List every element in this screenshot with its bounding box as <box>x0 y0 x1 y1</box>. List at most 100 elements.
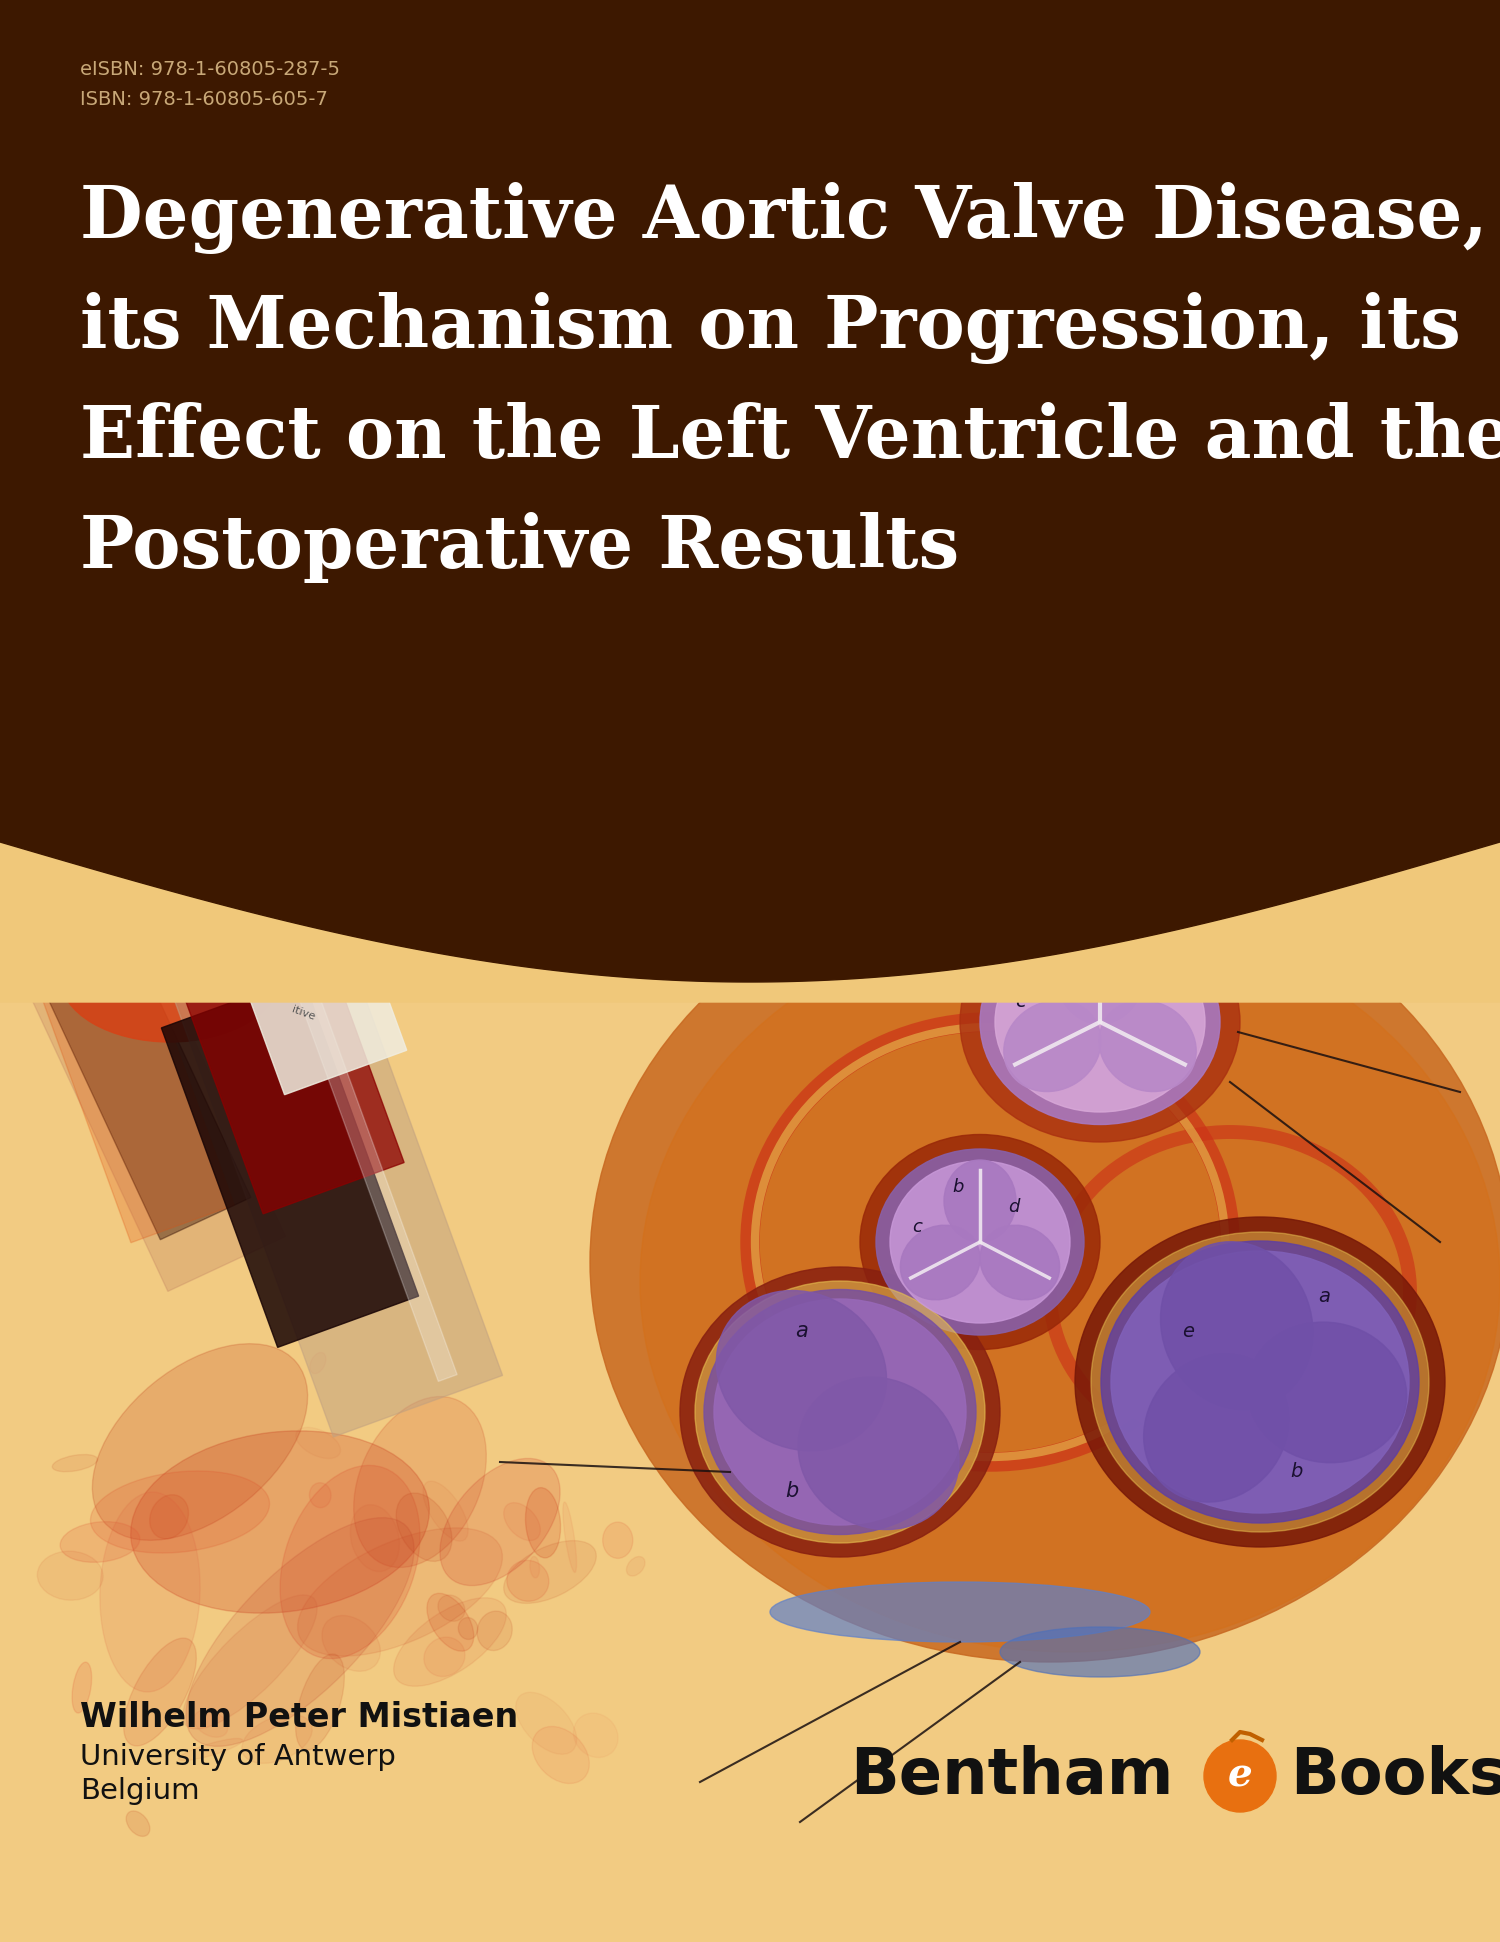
Ellipse shape <box>504 1540 597 1604</box>
Text: Degenerative Aortic Valve Disease,: Degenerative Aortic Valve Disease, <box>80 183 1488 254</box>
Ellipse shape <box>859 1134 1100 1350</box>
Bar <box>0 843 1500 1942</box>
Ellipse shape <box>194 1709 228 1738</box>
Ellipse shape <box>1056 924 1144 1023</box>
Ellipse shape <box>1090 1231 1430 1532</box>
Text: d: d <box>1144 952 1158 971</box>
Ellipse shape <box>100 1491 200 1691</box>
Ellipse shape <box>186 1517 414 1746</box>
Ellipse shape <box>944 1159 1016 1243</box>
Ellipse shape <box>351 1505 399 1571</box>
Ellipse shape <box>459 1618 477 1639</box>
Text: a: a <box>1318 1288 1330 1307</box>
Text: Wilhelm Peter Mistiaen: Wilhelm Peter Mistiaen <box>80 1701 519 1734</box>
Polygon shape <box>0 0 1500 983</box>
Ellipse shape <box>427 1592 474 1651</box>
Ellipse shape <box>38 1552 104 1600</box>
Bar <box>0 1701 1500 1942</box>
Ellipse shape <box>354 1396 486 1567</box>
Text: e: e <box>1182 1323 1194 1342</box>
Text: its Mechanism on Progression, its: its Mechanism on Progression, its <box>80 291 1461 363</box>
Ellipse shape <box>477 1612 512 1651</box>
Ellipse shape <box>93 1344 308 1540</box>
Ellipse shape <box>680 1266 1000 1557</box>
Polygon shape <box>162 977 419 1348</box>
Text: b: b <box>952 1179 963 1196</box>
Ellipse shape <box>1004 1000 1101 1091</box>
Ellipse shape <box>150 1495 189 1538</box>
Ellipse shape <box>60 913 280 1043</box>
Ellipse shape <box>423 1482 468 1542</box>
Text: b: b <box>1290 1462 1302 1482</box>
Text: itive: itive <box>290 1004 316 1021</box>
Text: University of Antwerp: University of Antwerp <box>80 1744 396 1771</box>
Text: a: a <box>1024 942 1036 961</box>
Ellipse shape <box>322 1616 381 1672</box>
Ellipse shape <box>603 1523 633 1557</box>
Polygon shape <box>186 950 404 1214</box>
Text: e: e <box>1227 1756 1252 1794</box>
Polygon shape <box>98 726 502 1437</box>
Ellipse shape <box>1204 1740 1276 1812</box>
Ellipse shape <box>704 1289 976 1534</box>
Text: ISBN: 978-1-60805-605-7: ISBN: 978-1-60805-605-7 <box>80 89 328 109</box>
Ellipse shape <box>876 1150 1084 1334</box>
Ellipse shape <box>424 1637 465 1676</box>
Ellipse shape <box>980 919 1220 1124</box>
Ellipse shape <box>297 1528 502 1657</box>
Ellipse shape <box>640 913 1500 1653</box>
Ellipse shape <box>130 1431 429 1614</box>
Ellipse shape <box>183 1594 316 1728</box>
Ellipse shape <box>960 901 1240 1142</box>
Ellipse shape <box>53 1455 98 1472</box>
Bar <box>0 0 1500 843</box>
Text: Effect on the Left Ventricle and the: Effect on the Left Ventricle and the <box>80 402 1500 474</box>
Text: Postoperative Results: Postoperative Results <box>80 513 960 583</box>
Polygon shape <box>164 637 396 827</box>
Ellipse shape <box>562 1501 576 1573</box>
Ellipse shape <box>507 1559 549 1602</box>
Polygon shape <box>0 744 251 1239</box>
Ellipse shape <box>530 1556 540 1577</box>
Ellipse shape <box>123 1639 196 1746</box>
Ellipse shape <box>296 1427 340 1458</box>
Text: c: c <box>1016 992 1026 1012</box>
Ellipse shape <box>1246 1323 1407 1462</box>
Ellipse shape <box>516 1691 576 1754</box>
Ellipse shape <box>590 862 1500 1662</box>
Polygon shape <box>0 693 285 1291</box>
Ellipse shape <box>309 1484 332 1507</box>
Ellipse shape <box>1112 1251 1408 1513</box>
Text: Books: Books <box>1290 1746 1500 1806</box>
Ellipse shape <box>126 1812 150 1837</box>
Polygon shape <box>234 909 406 1095</box>
Ellipse shape <box>396 1493 451 1561</box>
Ellipse shape <box>532 1726 590 1783</box>
Ellipse shape <box>504 1503 540 1540</box>
Ellipse shape <box>890 1161 1070 1323</box>
Ellipse shape <box>90 1470 270 1554</box>
Text: c: c <box>912 1218 922 1235</box>
Text: LE Interior: LE Interior <box>290 975 348 1004</box>
Ellipse shape <box>1100 1000 1196 1091</box>
Ellipse shape <box>525 1488 561 1557</box>
Text: eISBN: 978-1-60805-287-5: eISBN: 978-1-60805-287-5 <box>80 60 340 80</box>
Ellipse shape <box>770 1583 1150 1643</box>
Text: Belgium: Belgium <box>80 1777 200 1804</box>
Ellipse shape <box>280 1466 420 1658</box>
Ellipse shape <box>573 1713 618 1758</box>
Ellipse shape <box>798 1377 958 1530</box>
Ellipse shape <box>60 1523 140 1561</box>
Ellipse shape <box>717 1291 886 1451</box>
Ellipse shape <box>714 1299 966 1524</box>
Text: b: b <box>784 1482 798 1501</box>
Ellipse shape <box>1161 1241 1312 1410</box>
Text: d: d <box>1008 1198 1020 1216</box>
Ellipse shape <box>296 1655 345 1750</box>
Ellipse shape <box>1143 1354 1288 1501</box>
Ellipse shape <box>900 1225 980 1299</box>
Text: AINER: AINER <box>285 955 334 985</box>
Polygon shape <box>0 641 234 1243</box>
Text: Bentham: Bentham <box>850 1746 1173 1806</box>
Ellipse shape <box>980 1225 1059 1299</box>
